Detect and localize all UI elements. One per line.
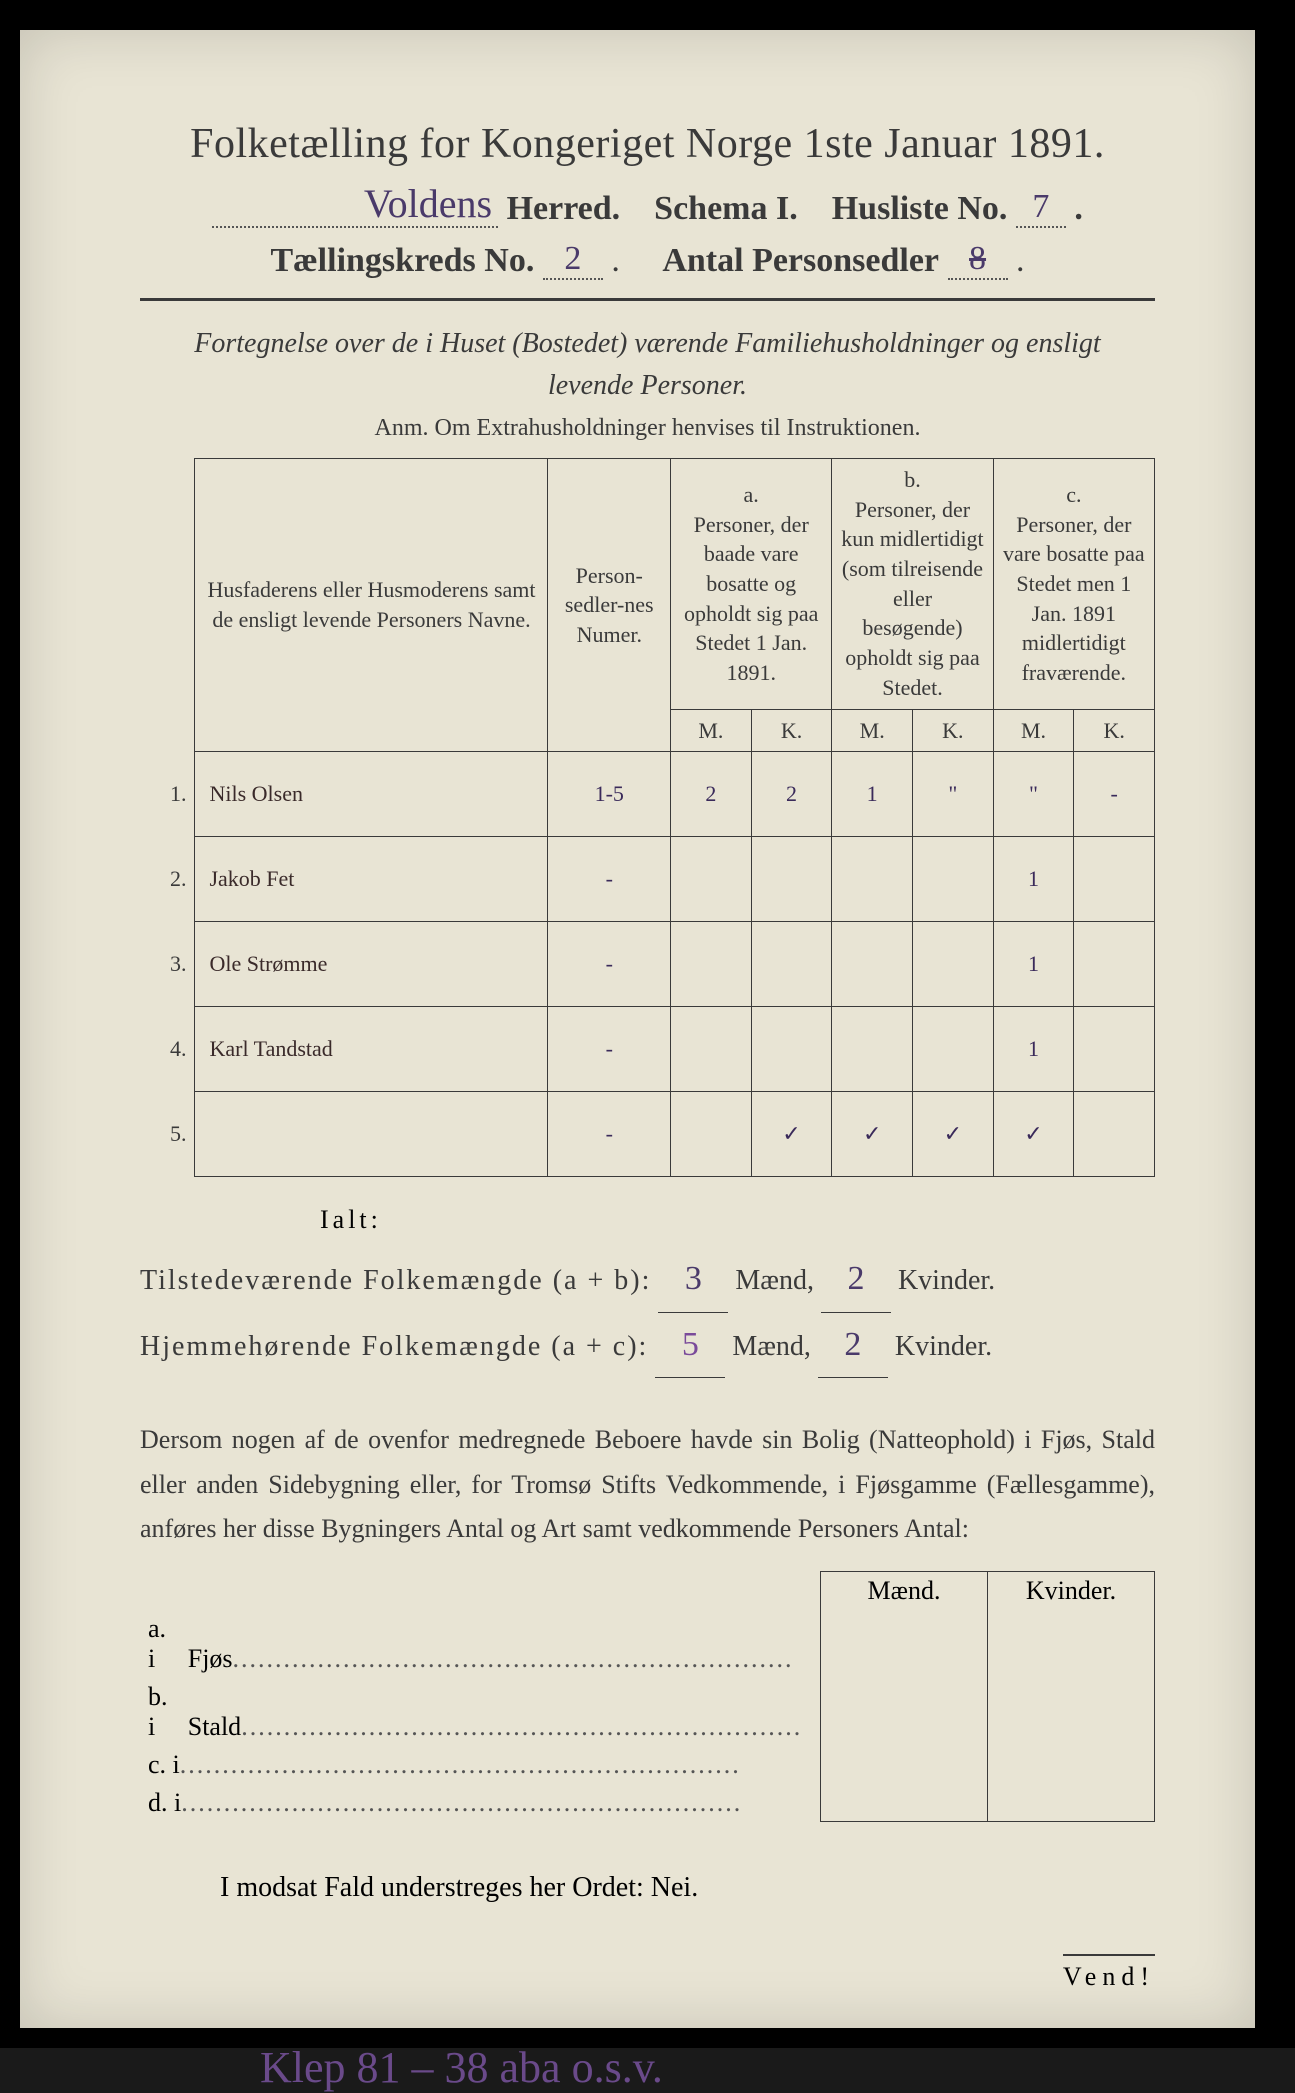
table-row: 3.Ole Strømme-1 bbox=[140, 922, 1155, 1007]
personsedler-label: Antal Personsedler bbox=[662, 242, 939, 279]
table-row: 4.Karl Tandstad-1 bbox=[140, 1007, 1155, 1092]
anm-note: Anm. Om Extrahusholdninger henvises til … bbox=[140, 415, 1155, 442]
vend-label: Vend! bbox=[1063, 1954, 1155, 1992]
table-row: 1.Nils Olsen1-5221""- bbox=[140, 752, 1155, 837]
kreds-label: Tællingskreds No. bbox=[270, 242, 534, 279]
ialt-label: Ialt: bbox=[320, 1205, 1155, 1235]
table-row: 5.-✓✓✓✓ bbox=[140, 1092, 1155, 1177]
side-building-para: Dersom nogen af de ovenfor medregnede Be… bbox=[140, 1418, 1155, 1551]
totals-block: Tilstedeværende Folkemængde (a + b): 3 M… bbox=[140, 1247, 1155, 1378]
col-names-header: Husfaderens eller Husmoderens samt de en… bbox=[195, 459, 548, 752]
mk-header: M. bbox=[993, 709, 1074, 752]
nei-line: I modsat Fald understreges her Ordet: Ne… bbox=[220, 1872, 1155, 1904]
household-table: Husfaderens eller Husmoderens samt de en… bbox=[140, 458, 1155, 1177]
col-numer-header: Person-sedler-nes Numer. bbox=[548, 459, 671, 752]
side-head-m: Mænd. bbox=[821, 1571, 988, 1610]
table-row: 2.Jakob Fet-1 bbox=[140, 837, 1155, 922]
mk-header: M. bbox=[832, 709, 913, 752]
side-building-table: Mænd. Kvinder. a. i Fjøs b. i Stald c. i… bbox=[140, 1571, 1155, 1823]
tilstede-label: Tilstedeværende Folkemængde (a + b): bbox=[140, 1265, 651, 1296]
kreds-no: 2 bbox=[564, 240, 581, 277]
divider bbox=[140, 298, 1155, 301]
intro-text: Fortegnelse over de i Huset (Bostedet) v… bbox=[140, 323, 1155, 407]
herred-handwritten: Voldens bbox=[364, 188, 492, 220]
mk-header: M. bbox=[671, 709, 752, 752]
col-c-header: c. Personer, der vare bosatte paa Stedet… bbox=[993, 459, 1154, 710]
mk-header: K. bbox=[913, 709, 994, 752]
intro-line-2: levende Personer. bbox=[548, 370, 747, 401]
hjemme-m: 5 bbox=[682, 1326, 699, 1363]
side-head-k: Kvinder. bbox=[988, 1571, 1155, 1610]
mk-header: K. bbox=[751, 709, 832, 752]
hjemme-k: 2 bbox=[844, 1326, 861, 1363]
col-b-header: b. Personer, der kun midlertidigt (som t… bbox=[832, 459, 993, 710]
document-paper: Folketælling for Kongeriget Norge 1ste J… bbox=[20, 30, 1255, 2028]
header-line-2: Tællingskreds No. 2 . Antal Personsedler… bbox=[140, 240, 1155, 280]
hjemme-label: Hjemmehørende Folkemængde (a + c): bbox=[140, 1331, 648, 1362]
col-a-header: a. Personer, der baade vare bosatte og o… bbox=[671, 459, 832, 710]
schema-label: Schema I. bbox=[654, 190, 798, 227]
tilstede-m: 3 bbox=[685, 1260, 702, 1297]
header-line-1: Voldens Herred. Schema I. Husliste No. 7… bbox=[140, 188, 1155, 228]
husliste-no: 7 bbox=[1032, 188, 1049, 225]
intro-line-1: Fortegnelse over de i Huset (Bostedet) v… bbox=[194, 328, 1100, 359]
herred-label: Herred. bbox=[507, 190, 621, 227]
personsedler-no: 8 bbox=[969, 240, 986, 277]
tilstede-k: 2 bbox=[847, 1260, 864, 1297]
bottom-handwriting: Klep 81 – 38 aba o.s.v. bbox=[260, 2042, 1155, 2093]
document-title: Folketælling for Kongeriget Norge 1ste J… bbox=[140, 120, 1155, 168]
mk-header: K. bbox=[1074, 709, 1155, 752]
scan-background: Folketælling for Kongeriget Norge 1ste J… bbox=[0, 0, 1295, 2048]
husliste-label: Husliste No. bbox=[832, 190, 1008, 227]
